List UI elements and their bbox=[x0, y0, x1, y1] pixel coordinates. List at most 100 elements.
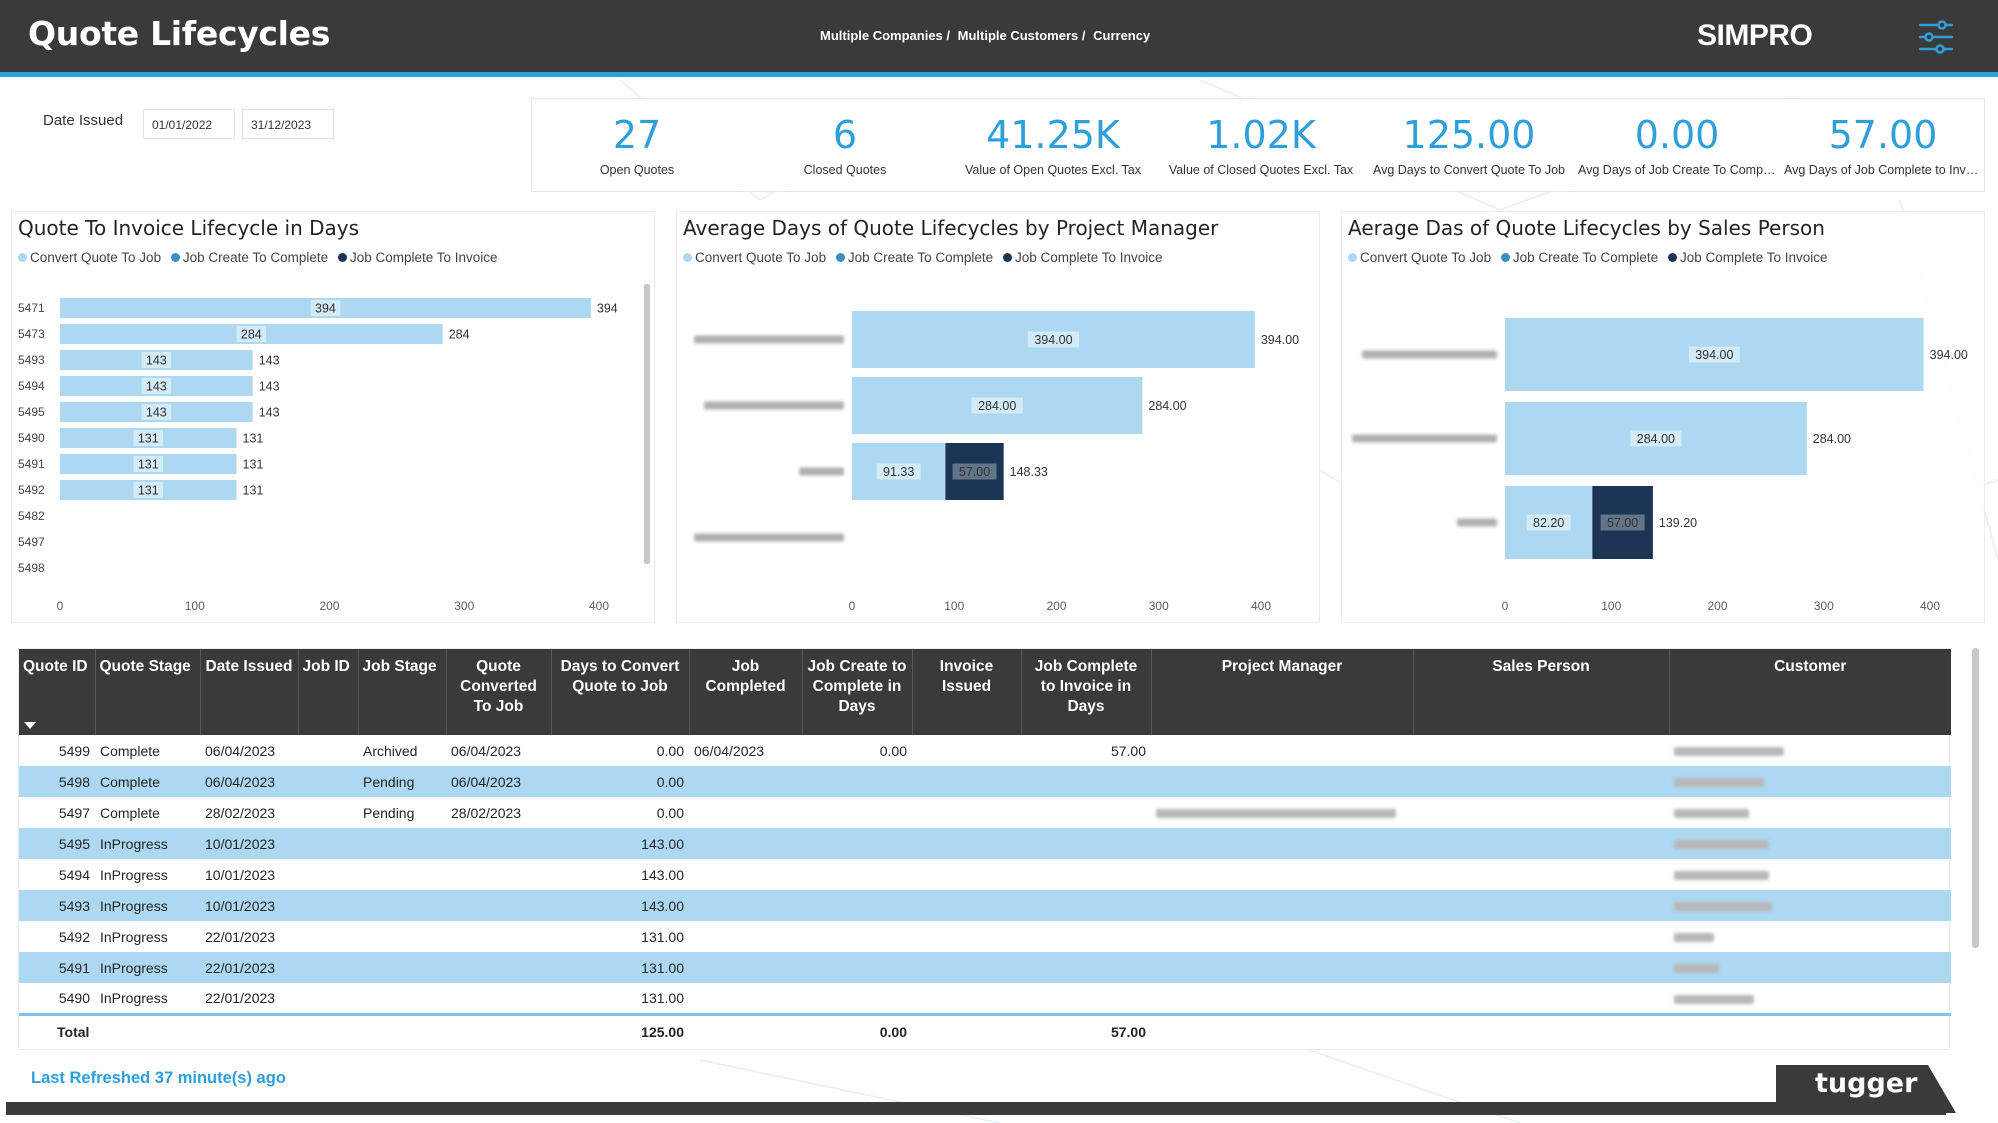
table-total-row: Total 125.00 0.00 57.00 bbox=[19, 1012, 1951, 1048]
cell-sales-person bbox=[1413, 983, 1669, 1014]
tugger-badge bbox=[1776, 1065, 1956, 1113]
table-row[interactable]: 5498 Complete 06/04/2023 Pending 06/04/2023 0… bbox=[19, 766, 1951, 797]
redacted-text bbox=[1674, 809, 1749, 819]
column-header[interactable]: Invoice Issued bbox=[912, 649, 1022, 735]
kpi-label: Open Quotes bbox=[599, 163, 675, 177]
column-header[interactable]: Date Issued bbox=[200, 649, 299, 735]
empty-cell bbox=[1669, 1012, 1951, 1048]
cell-stage: Complete bbox=[95, 766, 200, 797]
table-scrollbar[interactable] bbox=[1972, 648, 1979, 948]
cell-job-stage: Pending bbox=[358, 766, 446, 797]
filter-customers[interactable]: Multiple Customers / bbox=[957, 28, 1086, 43]
cell-job-completed bbox=[689, 983, 802, 1014]
cell-customer bbox=[1669, 797, 1951, 828]
cell-complete-invoice bbox=[1021, 766, 1151, 797]
data-label: 394 bbox=[315, 302, 336, 316]
data-label: 131 bbox=[138, 458, 159, 472]
table-row[interactable]: 5495 InProgress 10/01/2023 143.00 bbox=[19, 828, 1951, 859]
column-header[interactable]: Job Stage bbox=[358, 649, 447, 735]
cell-project-manager bbox=[1151, 890, 1413, 921]
empty-cell bbox=[912, 1012, 1021, 1048]
cell-job-completed bbox=[689, 859, 802, 890]
table-row[interactable]: 5491 InProgress 22/01/2023 131.00 bbox=[19, 952, 1951, 983]
data-label-bg bbox=[952, 463, 997, 480]
column-header[interactable]: Customer bbox=[1669, 649, 1951, 735]
cell-project-manager bbox=[1151, 735, 1413, 766]
filter-currency[interactable]: Currency bbox=[1093, 28, 1151, 43]
legend-item[interactable]: Job Create To Complete bbox=[1500, 250, 1658, 265]
legend-item[interactable]: Job Complete To Invoice bbox=[1667, 250, 1828, 265]
x-tick-label: 300 bbox=[1149, 599, 1169, 613]
chart-quote-invoice-lifecycle[interactable]: Quote To Invoice Lifecycle in Days Conve… bbox=[11, 211, 655, 623]
category-label: 5492 bbox=[18, 483, 45, 497]
redacted-text bbox=[1674, 994, 1754, 1004]
cell-days-convert: 0.00 bbox=[656, 804, 684, 821]
chart-by-sales-person[interactable]: Aerage Das of Quote Lifecycles by Sales … bbox=[1341, 211, 1985, 623]
column-header[interactable]: Quote ID bbox=[19, 649, 96, 735]
cell-stage: InProgress bbox=[100, 989, 168, 1006]
date-to-input[interactable]: 31/12/2023 bbox=[242, 109, 334, 139]
last-refreshed-text: Last Refreshed 37 minute(s) ago bbox=[31, 1069, 286, 1087]
table-row[interactable]: 5490 InProgress 22/01/2023 131.00 bbox=[19, 983, 1951, 1014]
chart-plot-area: 0 100 200 300 400 5471 394 394 5473 284 284 5493 143… bbox=[18, 298, 618, 613]
kpi-label: Closed Quotes bbox=[803, 163, 887, 177]
cell-days-convert: 131.00 bbox=[641, 989, 684, 1006]
legend-item[interactable]: Convert Quote To Job bbox=[18, 250, 161, 265]
data-label: 284 bbox=[241, 328, 262, 342]
chart-title: Quote To Invoice Lifecycle in Days bbox=[18, 216, 360, 240]
sort-desc-icon[interactable] bbox=[24, 722, 36, 729]
legend-item[interactable]: Convert Quote To Job bbox=[1348, 250, 1491, 265]
cell-sales-person bbox=[1413, 828, 1669, 859]
cell-date-issued: 10/01/2023 bbox=[205, 866, 276, 883]
kpi-avg-create-complete: 0.00 Avg Days of Job Create To Complete bbox=[1574, 99, 1780, 177]
legend-item[interactable]: Job Complete To Invoice bbox=[1002, 250, 1163, 265]
column-header[interactable]: Quote Converted To Job bbox=[446, 649, 552, 735]
table-row[interactable]: 5493 InProgress 10/01/2023 143.00 bbox=[19, 890, 1951, 921]
total-label: 131 bbox=[243, 484, 264, 498]
data-label: 131 bbox=[138, 432, 159, 446]
filter-companies[interactable]: Multiple Companies / bbox=[820, 28, 951, 43]
cell-converted bbox=[446, 859, 551, 890]
cell-sales-person bbox=[1413, 890, 1669, 921]
chart-by-project-manager[interactable]: Average Days of Quote Lifecycles by Proj… bbox=[676, 211, 1320, 623]
cell-converted bbox=[446, 983, 551, 1014]
legend-item[interactable]: Job Create To Complete bbox=[835, 250, 993, 265]
kpi-value: 125.00 bbox=[1402, 113, 1536, 157]
legend-item[interactable]: Job Complete To Invoice bbox=[337, 250, 498, 265]
chart-legend: Convert Quote To Job Job Create To Compl… bbox=[683, 250, 1169, 265]
legend-item[interactable]: Job Create To Complete bbox=[170, 250, 328, 265]
column-header[interactable]: Project Manager bbox=[1151, 649, 1414, 735]
cell-sales-person bbox=[1413, 952, 1669, 983]
cell-quote-id: 5493 bbox=[19, 890, 95, 921]
table-row[interactable]: 5497 Complete 28/02/2023 Pending 28/02/2023 0… bbox=[19, 797, 1951, 828]
column-header[interactable]: Job Create to Complete in Days bbox=[802, 649, 913, 735]
column-header[interactable]: Job Completed bbox=[689, 649, 803, 735]
chart-scrollbar[interactable] bbox=[644, 284, 650, 564]
data-label: 394.00 bbox=[1034, 333, 1072, 347]
cell-converted bbox=[446, 921, 551, 952]
column-header[interactable]: Quote Stage bbox=[95, 649, 201, 735]
table-row[interactable]: 5494 InProgress 10/01/2023 143.00 bbox=[19, 859, 1951, 890]
cell-converted: 06/04/2023 bbox=[451, 742, 522, 759]
cell-create-complete bbox=[802, 766, 912, 797]
column-header[interactable]: Sales Person bbox=[1413, 649, 1670, 735]
redacted-text bbox=[1674, 902, 1772, 912]
category-label: 5494 bbox=[18, 379, 45, 393]
table-row[interactable]: 5492 InProgress 22/01/2023 131.00 bbox=[19, 921, 1951, 952]
sliders-icon[interactable] bbox=[1918, 20, 1954, 54]
column-header[interactable]: Days to Convert Quote to Job bbox=[551, 649, 690, 735]
legend-label: Job Complete To Invoice bbox=[1679, 250, 1828, 265]
date-from-input[interactable]: 01/01/2022 bbox=[143, 109, 235, 139]
quote-lifecycle-table[interactable]: Quote ID Quote Stage Date Issued Job ID … bbox=[18, 648, 1951, 1050]
kpi-label: Value of Open Quotes Excl. Tax bbox=[964, 163, 1142, 177]
legend-item[interactable]: Convert Quote To Job bbox=[683, 250, 826, 265]
table-row[interactable]: 5499 Complete 06/04/2023 Archived 06/04/2023… bbox=[19, 735, 1951, 766]
redacted-category-label bbox=[694, 335, 844, 344]
data-label-bg bbox=[133, 482, 164, 498]
total-label: 143 bbox=[259, 406, 280, 420]
cell-quote-id: 5492 bbox=[58, 928, 90, 945]
column-header[interactable]: Job ID bbox=[298, 649, 359, 735]
column-header[interactable]: Job Complete to Invoice in Days bbox=[1021, 649, 1152, 735]
legend-label: Convert Quote To Job bbox=[695, 250, 827, 265]
cell-job-stage bbox=[358, 983, 446, 1014]
